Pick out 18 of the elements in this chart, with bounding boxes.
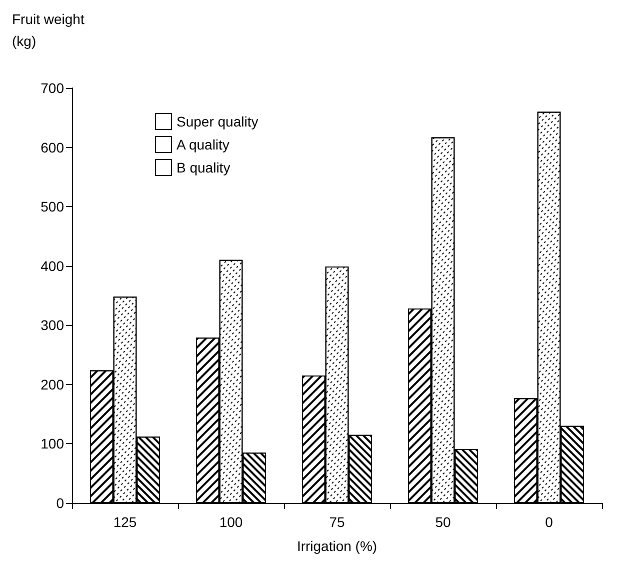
- x-axis-title: Irrigation (%): [296, 538, 378, 554]
- y-tick-label: 0: [56, 495, 64, 511]
- x-tick-label: 125: [113, 514, 137, 530]
- legend-label: B quality: [176, 160, 230, 176]
- y-tick-label: 100: [40, 436, 64, 452]
- x-tick-label: 50: [435, 514, 451, 530]
- y-axis-title: Fruit weight (kg): [12, 11, 84, 49]
- y-tick-label: 400: [40, 258, 64, 274]
- legend-label: A quality: [176, 136, 230, 152]
- y-tick-label: 600: [40, 139, 64, 156]
- legend-label: Super quality: [176, 114, 258, 130]
- x-tick-label: 75: [329, 514, 345, 530]
- y-tick-label: 200: [40, 376, 64, 392]
- y-tick-label: 300: [40, 317, 64, 334]
- x-tick-label: 100: [219, 514, 243, 530]
- y-tick-label: 500: [40, 198, 64, 215]
- y-tick-label: 700: [40, 80, 64, 96]
- x-tick-label: 0: [545, 514, 554, 530]
